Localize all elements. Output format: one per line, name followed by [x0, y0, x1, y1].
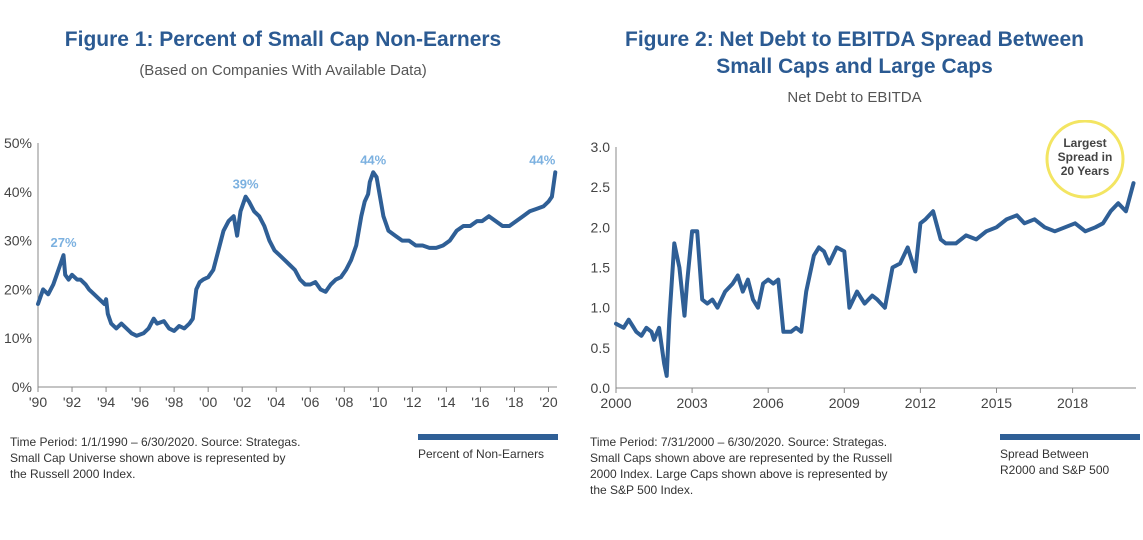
annotation-label: Spread in [1058, 150, 1113, 164]
fig1-legend: Percent of Non-Earners [418, 434, 558, 462]
fig2-legend: Spread Between R2000 and S&P 500 [1000, 434, 1140, 478]
x-tick-label: '02 [233, 394, 251, 410]
x-tick-label: '10 [369, 394, 387, 410]
fig2-title-line: Figure 2: Net Debt to EBITDA Spread Betw… [625, 28, 1084, 51]
fig2-subtitle: Net Debt to EBITDA [787, 89, 922, 106]
y-tick-label: 0% [12, 379, 32, 395]
y-tick-label: 20% [4, 281, 32, 297]
fig2-note-line: 2000 Index. Large Caps shown above is re… [590, 467, 888, 481]
y-tick-label: 3.0 [591, 139, 611, 155]
x-tick-label: '18 [505, 394, 523, 410]
y-tick-label: 1.0 [591, 300, 611, 316]
fig2-source-note: Time Period: 7/31/2000 – 6/30/2020. Sour… [590, 434, 950, 498]
fig2-note-line: Small Caps shown above are represented b… [590, 451, 893, 465]
y-tick-label: 0.5 [591, 340, 611, 356]
series-line [614, 181, 1136, 378]
x-tick-label: '08 [335, 394, 353, 410]
data-label: 44% [529, 152, 555, 167]
series-line [36, 170, 558, 338]
annotation-label: Largest [1063, 136, 1106, 150]
data-label: 27% [51, 235, 77, 250]
x-tick-label: 2018 [1057, 395, 1088, 411]
y-tick-label: 2.0 [591, 219, 611, 235]
highlight-circle [1045, 120, 1125, 199]
fig1-subtitle: (Based on Companies With Available Data) [139, 62, 427, 79]
x-tick-label: '90 [29, 394, 47, 410]
x-tick-label: '14 [437, 394, 455, 410]
x-tick-label: 2003 [677, 395, 708, 411]
y-tick-label: 50% [4, 135, 32, 151]
fig1-note-line: Small Cap Universe shown above is repres… [10, 451, 286, 465]
fig2-legend-swatch [1000, 434, 1140, 440]
x-tick-label: 2012 [905, 395, 936, 411]
x-tick-label: '16 [471, 394, 489, 410]
annotation-label: 20 Years [1061, 164, 1110, 178]
x-tick-label: '96 [131, 394, 149, 410]
fig1-title: Figure 1: Percent of Small Cap Non-Earne… [64, 28, 502, 51]
data-label: 44% [360, 152, 386, 167]
x-tick-label: '04 [267, 394, 285, 410]
x-tick-label: '98 [165, 394, 183, 410]
x-tick-label: '94 [97, 394, 115, 410]
fig2-chart: 0.0 0.5 1.0 1.5 2.0 2.5 3.0 2000 2003 2006 2009 201… [591, 120, 1136, 411]
fig2-note-line: Time Period: 7/31/2000 – 6/30/2020. Sour… [590, 435, 888, 449]
fig1-note-line: the Russell 2000 Index. [10, 467, 136, 481]
y-tick-label: 10% [4, 330, 32, 346]
fig2-note-line: the S&P 500 Index. [590, 483, 694, 497]
y-tick-label: 1.5 [591, 260, 611, 276]
x-tick-label: 2015 [981, 395, 1012, 411]
fig1-note-line: Time Period: 1/1/1990 – 6/30/2020. Sourc… [10, 435, 301, 449]
fig2-legend-label: R2000 and S&P 500 [1000, 463, 1110, 477]
fig2-title-line: Small Caps and Large Caps [716, 55, 993, 78]
x-tick-label: 2009 [829, 395, 860, 411]
x-tick-label: '92 [63, 394, 81, 410]
x-tick-label: '00 [199, 394, 217, 410]
x-tick-label: 2006 [753, 395, 784, 411]
x-tick-label: '12 [403, 394, 421, 410]
fig1-source-note: Time Period: 1/1/1990 – 6/30/2020. Sourc… [10, 434, 370, 482]
fig2-legend-label: Spread Between [1000, 447, 1089, 461]
x-tick-label: 2000 [600, 395, 631, 411]
y-tick-label: 40% [4, 184, 32, 200]
fig1-legend-label: Percent of Non-Earners [418, 447, 545, 461]
fig2-title: Figure 2: Net Debt to EBITDA Spread Betw… [566, 26, 1143, 80]
fig1-legend-swatch [418, 434, 558, 440]
x-tick-label: '20 [539, 394, 557, 410]
data-label: 39% [233, 177, 259, 192]
fig1-chart: 0% 10% 20% 30% 40% 50% '90 '92 '94 '96 '98 '00 '02 '0… [4, 135, 558, 410]
y-tick-label: 30% [4, 233, 32, 249]
x-tick-label: '06 [301, 394, 319, 410]
y-tick-label: 0.0 [591, 380, 611, 396]
y-tick-label: 2.5 [591, 179, 611, 195]
